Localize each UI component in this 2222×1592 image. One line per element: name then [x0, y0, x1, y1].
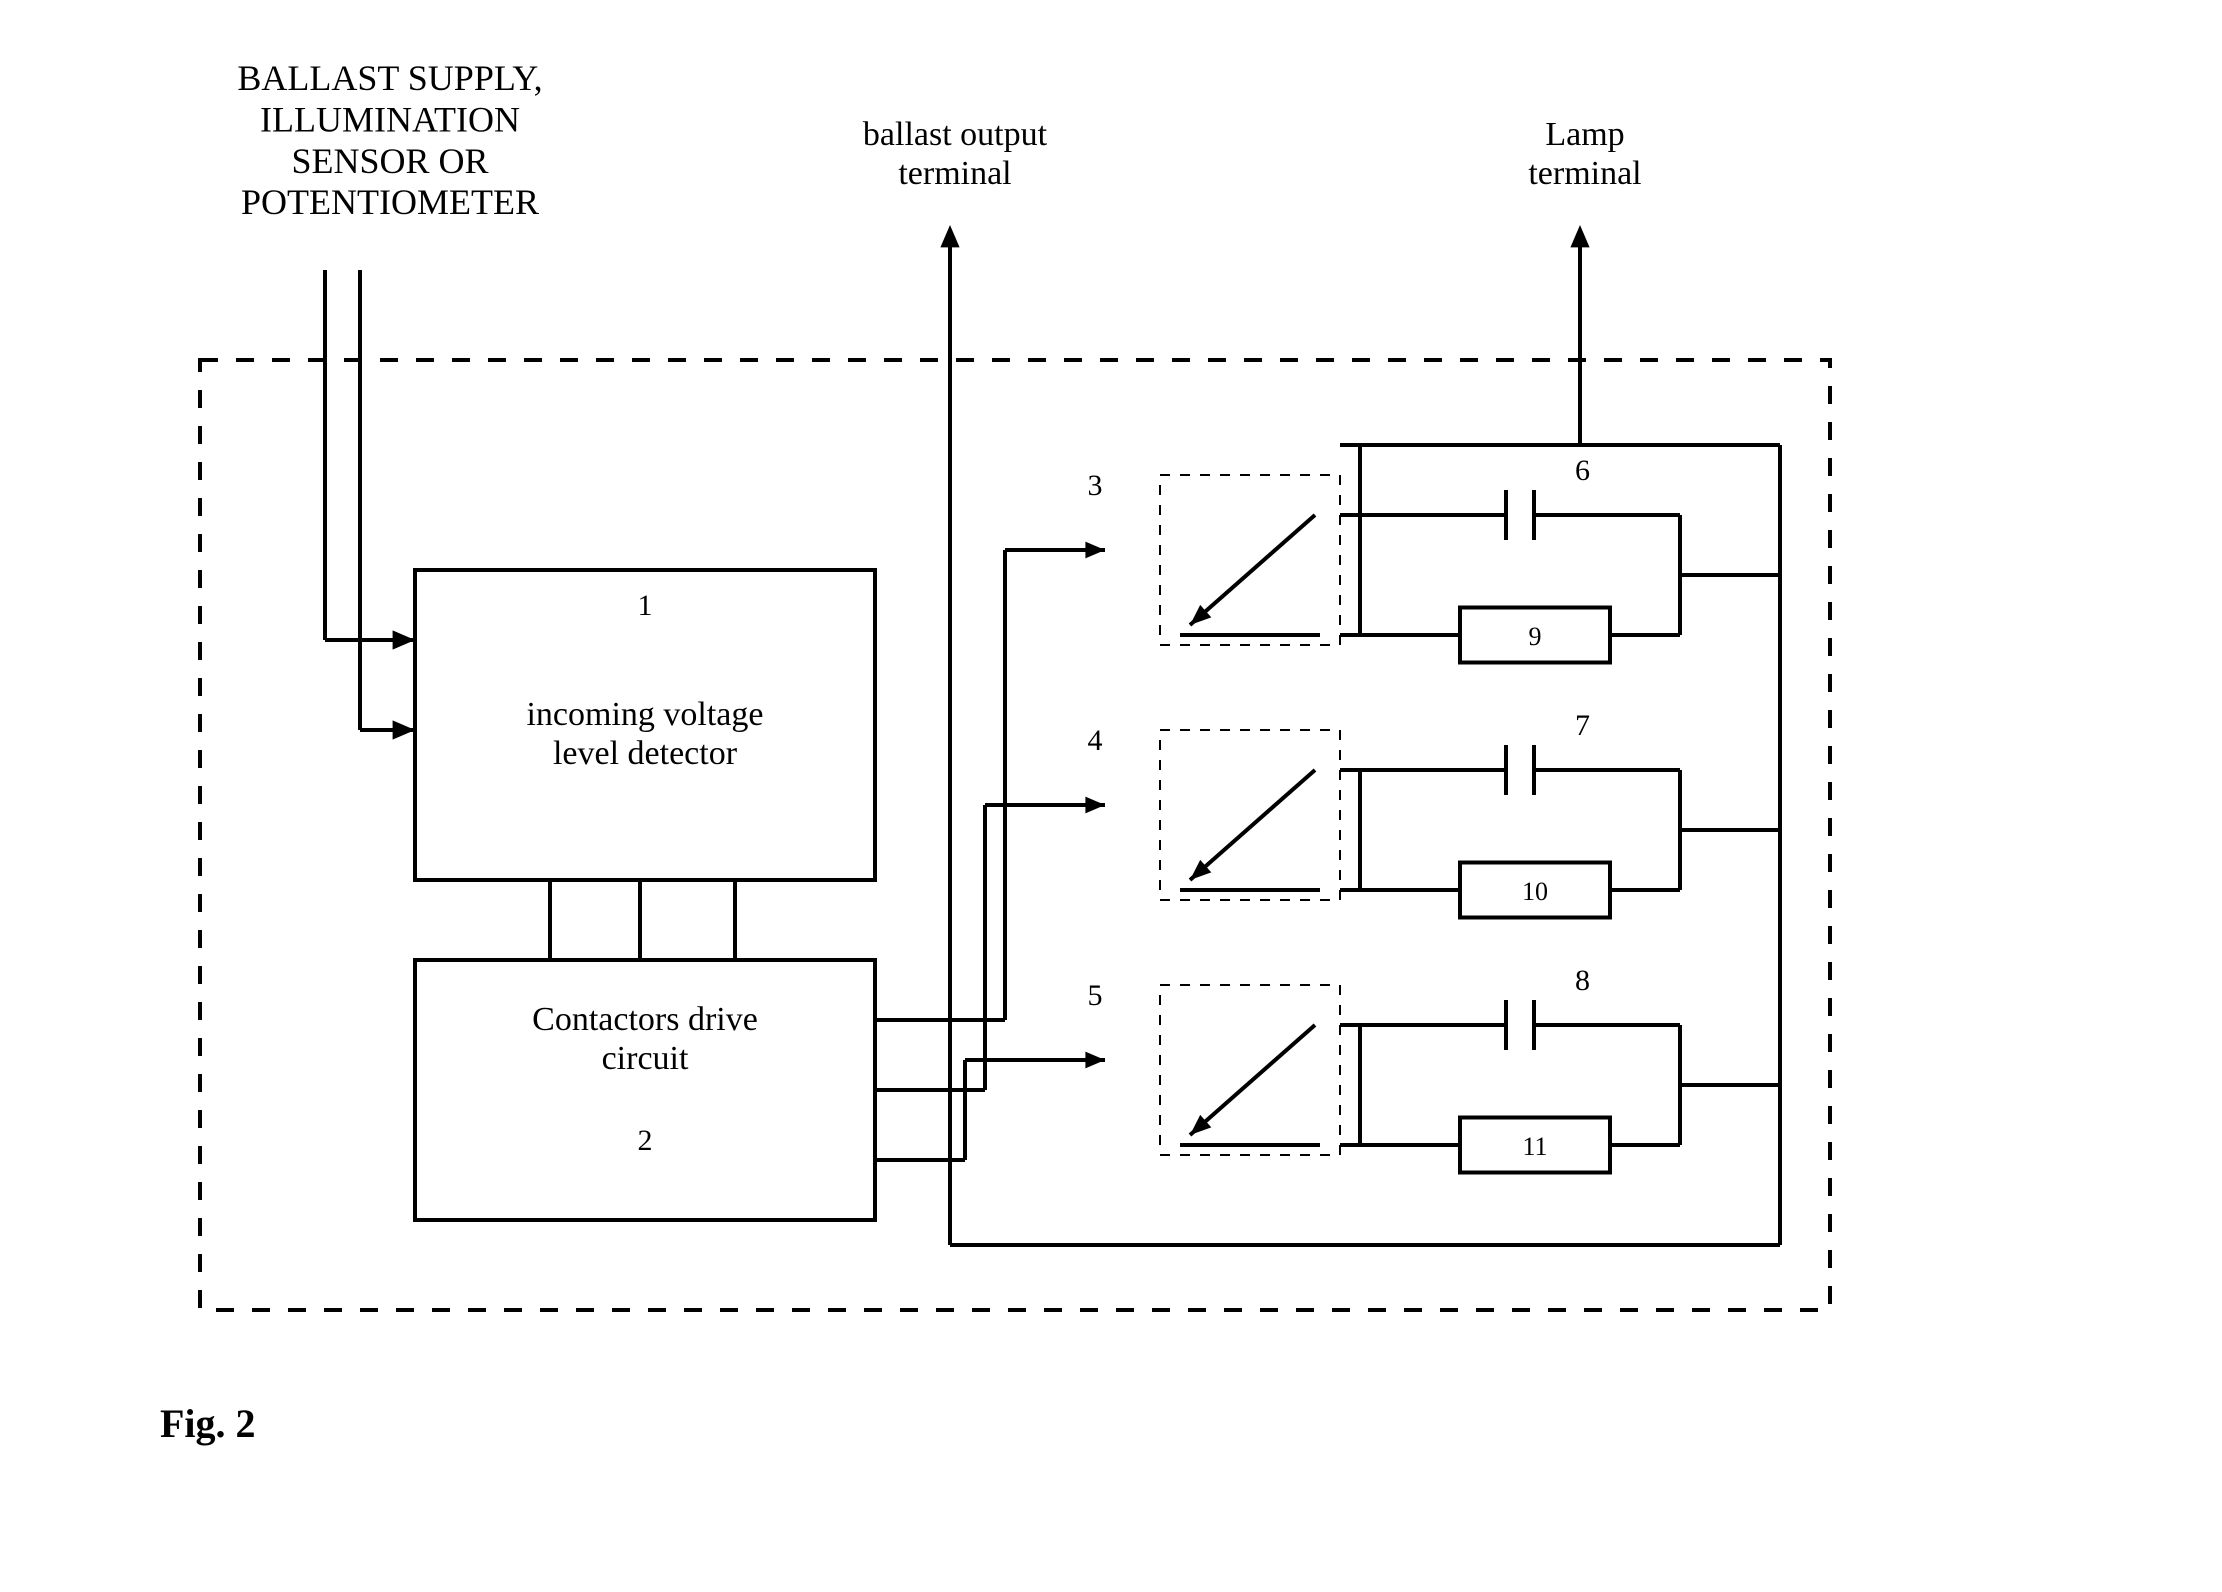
svg-text:11: 11: [1522, 1132, 1547, 1161]
svg-text:Contactors drivecircuit: Contactors drivecircuit: [532, 1001, 758, 1077]
svg-text:5: 5: [1088, 979, 1103, 1012]
svg-text:1: 1: [638, 589, 653, 622]
svg-text:9: 9: [1529, 622, 1542, 651]
svg-text:10: 10: [1522, 877, 1548, 906]
fig-caption: Fig. 2: [160, 1400, 256, 1448]
svg-text:incoming voltagelevel detector: incoming voltagelevel detector: [526, 696, 763, 772]
svg-text:Lampterminal: Lampterminal: [1528, 116, 1641, 192]
svg-text:2: 2: [638, 1124, 653, 1157]
svg-text:ballast outputterminal: ballast outputterminal: [863, 116, 1048, 192]
circuit-diagram: BALLAST SUPPLY,ILLUMINATIONSENSOR ORPOTE…: [0, 0, 2222, 1592]
svg-text:7: 7: [1575, 709, 1590, 742]
svg-text:3: 3: [1088, 469, 1103, 502]
svg-text:6: 6: [1575, 454, 1590, 487]
svg-text:8: 8: [1575, 964, 1590, 997]
svg-text:BALLAST SUPPLY,ILLUMINATIONSEN: BALLAST SUPPLY,ILLUMINATIONSENSOR ORPOTE…: [237, 58, 542, 222]
svg-text:4: 4: [1088, 724, 1103, 757]
